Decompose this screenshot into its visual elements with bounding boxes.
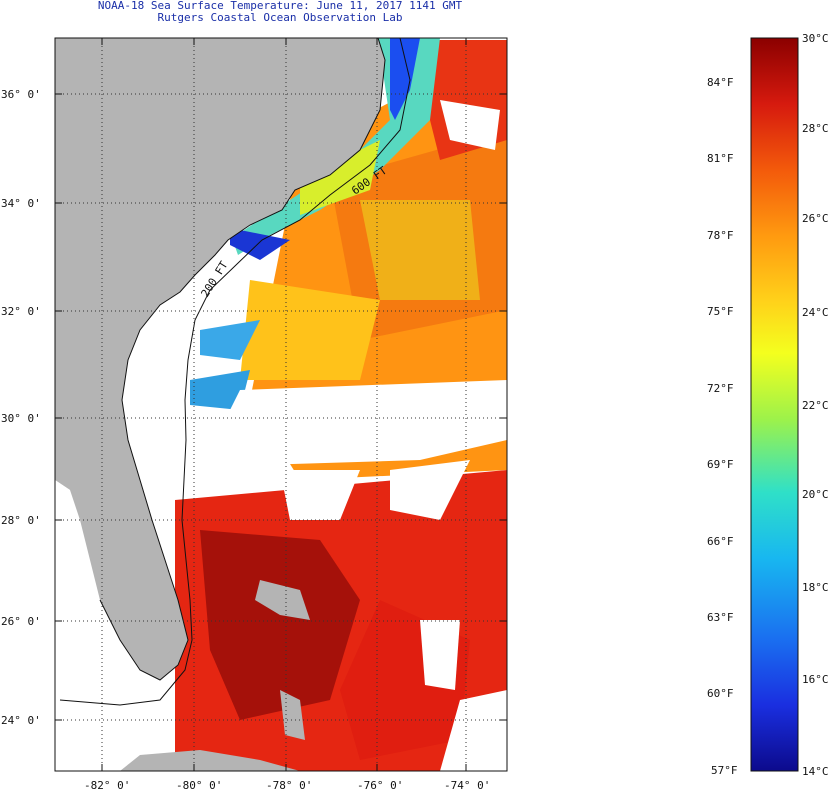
map-subtitle: Rutgers Coastal Ocean Observation Lab (157, 11, 403, 24)
lat-label-30: 30° 0' (1, 412, 41, 425)
cb-c-30: 30°C (802, 32, 829, 45)
map-frame (54, 37, 508, 772)
cb-f-84: 84°F (707, 76, 734, 89)
sst-field (55, 38, 507, 771)
cb-c-24: 24°C (802, 306, 829, 319)
cb-c-14: 14°C (802, 765, 829, 778)
cb-f-81: 81°F (707, 152, 734, 165)
cb-f-78: 78°F (707, 229, 734, 242)
cb-c-16: 16°C (802, 673, 829, 686)
cb-f-66: 66°F (707, 535, 734, 548)
lon-label-80: -80° 0' (176, 779, 222, 792)
lon-label-76: -76° 0' (357, 779, 403, 792)
lon-label-74: -74° 0' (444, 779, 490, 792)
colorbar (750, 37, 799, 772)
lon-label-82: -82° 0' (84, 779, 130, 792)
cb-f-63: 63°F (707, 611, 734, 624)
cb-f-69: 69°F (707, 458, 734, 471)
cb-f-57: 57°F (711, 764, 738, 777)
cb-f-60: 60°F (707, 687, 734, 700)
cb-c-26: 26°C (802, 212, 829, 225)
map-title: NOAA-18 Sea Surface Temperature: June 11… (97, 0, 463, 12)
cb-c-28: 28°C (802, 122, 829, 135)
lat-label-32: 32° 0' (1, 305, 41, 318)
cb-c-18: 18°C (802, 581, 829, 594)
cb-c-20: 20°C (802, 488, 829, 501)
cb-c-22: 22°C (802, 399, 829, 412)
frame-ticks (55, 38, 507, 771)
cb-f-72: 72°F (707, 382, 734, 395)
lat-label-24: 24° 0' (1, 714, 41, 727)
lat-label-26: 26° 0' (1, 615, 41, 628)
lat-label-34: 34° 0' (1, 197, 41, 210)
cb-f-75: 75°F (707, 305, 734, 318)
lat-label-28: 28° 0' (1, 514, 41, 527)
graticule (55, 38, 507, 771)
lat-label-36: 36° 0' (1, 88, 41, 101)
land-mass (55, 38, 385, 680)
lon-label-78: -78° 0' (266, 779, 312, 792)
